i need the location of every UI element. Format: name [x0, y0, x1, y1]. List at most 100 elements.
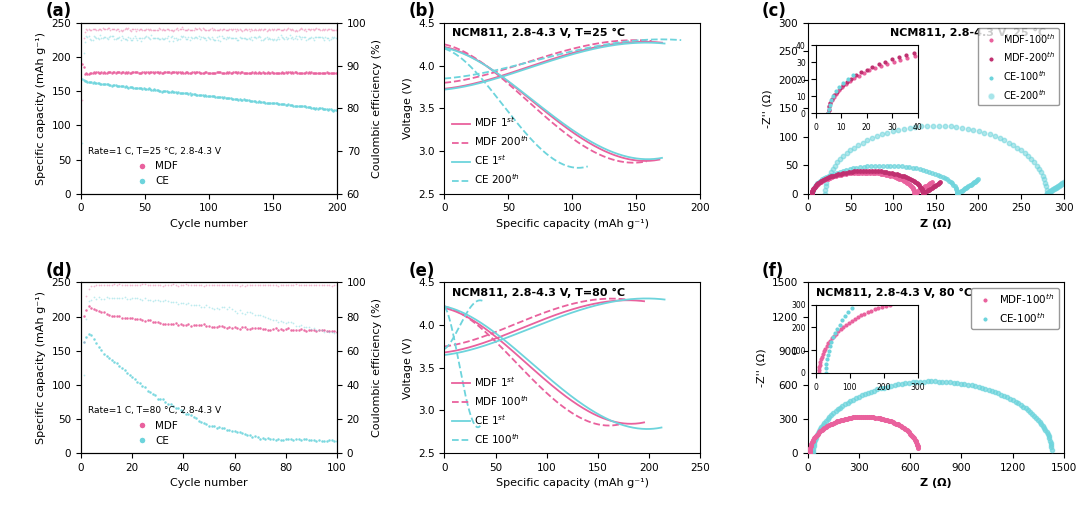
Point	[900, 174, 917, 182]
Point	[908, 441, 926, 449]
Point	[841, 146, 859, 155]
Point	[856, 390, 874, 398]
Point	[904, 184, 921, 192]
Point	[960, 182, 977, 190]
Point	[905, 187, 922, 196]
Point	[895, 177, 913, 185]
Point	[807, 182, 824, 190]
Point	[807, 181, 824, 189]
Point	[848, 164, 865, 172]
Point	[906, 189, 923, 198]
Point	[931, 178, 948, 186]
Point	[863, 134, 880, 142]
Point	[1048, 183, 1065, 191]
Y-axis label: Specific capacity (mAh g⁻¹): Specific capacity (mAh g⁻¹)	[36, 32, 46, 185]
Point	[983, 387, 1000, 395]
Point	[866, 167, 883, 175]
Point	[917, 188, 934, 196]
Point	[1045, 184, 1063, 193]
Point	[807, 182, 824, 190]
Point	[810, 178, 827, 186]
Point	[868, 386, 886, 394]
Point	[856, 413, 874, 421]
Point	[1020, 152, 1037, 160]
Point	[919, 377, 936, 386]
Point	[945, 378, 962, 387]
Point	[947, 184, 964, 192]
Point	[809, 180, 826, 188]
Point	[928, 181, 945, 189]
Point	[1001, 395, 1018, 403]
Point	[890, 175, 907, 183]
Point	[1038, 186, 1055, 194]
Point	[819, 175, 836, 183]
Point	[921, 179, 939, 187]
Point	[954, 123, 971, 132]
Point	[806, 182, 823, 190]
Point	[1009, 143, 1026, 152]
Point	[1043, 186, 1061, 195]
Point	[802, 442, 820, 451]
Point	[1042, 441, 1059, 449]
Point	[934, 173, 951, 181]
Point	[1004, 141, 1022, 149]
Y-axis label: Coulombic efficiency (%): Coulombic efficiency (%)	[372, 298, 382, 437]
Point	[862, 388, 879, 396]
Point	[882, 172, 900, 180]
Point	[1051, 181, 1068, 189]
Point	[865, 387, 882, 395]
Point	[947, 185, 964, 194]
Point	[861, 167, 878, 175]
Point	[805, 184, 822, 192]
Point	[825, 169, 842, 178]
Point	[1032, 419, 1050, 428]
Point	[814, 176, 832, 184]
Point	[840, 168, 858, 176]
Point	[879, 416, 896, 424]
Point	[1017, 404, 1035, 413]
Y-axis label: -Z'' (Ω): -Z'' (Ω)	[756, 349, 767, 387]
Point	[880, 168, 897, 177]
Point	[919, 181, 936, 189]
Point	[913, 184, 930, 192]
Point	[915, 188, 932, 197]
Point	[804, 188, 821, 196]
Point	[866, 162, 883, 170]
Point	[833, 170, 850, 179]
Point	[845, 164, 862, 173]
Y-axis label: Specific capacity (mAh g⁻¹): Specific capacity (mAh g⁻¹)	[36, 291, 46, 444]
Point	[820, 173, 837, 181]
Point	[805, 186, 822, 194]
Point	[828, 158, 846, 166]
Point	[850, 413, 867, 421]
Point	[944, 179, 961, 187]
Point	[1055, 178, 1072, 186]
Point	[824, 165, 841, 173]
Point	[873, 385, 890, 393]
Point	[916, 183, 933, 191]
Point	[955, 185, 972, 194]
Point	[1045, 185, 1063, 193]
Point	[820, 172, 837, 180]
Point	[821, 421, 838, 430]
Point	[921, 167, 939, 176]
Point	[905, 186, 922, 195]
Point	[1039, 189, 1056, 197]
Point	[812, 178, 829, 186]
Point	[883, 169, 901, 177]
Y-axis label: Voltage (V): Voltage (V)	[403, 77, 413, 139]
Point	[1053, 180, 1070, 188]
Point	[934, 377, 951, 386]
Point	[939, 176, 956, 184]
Point	[869, 167, 887, 175]
Point	[904, 378, 921, 387]
Point	[901, 429, 918, 437]
Point	[872, 169, 889, 178]
Point	[851, 163, 868, 172]
Point	[899, 179, 916, 187]
Point	[805, 442, 822, 451]
Point	[807, 436, 824, 444]
Point	[821, 413, 838, 421]
Point	[915, 184, 932, 192]
Point	[1034, 421, 1051, 430]
